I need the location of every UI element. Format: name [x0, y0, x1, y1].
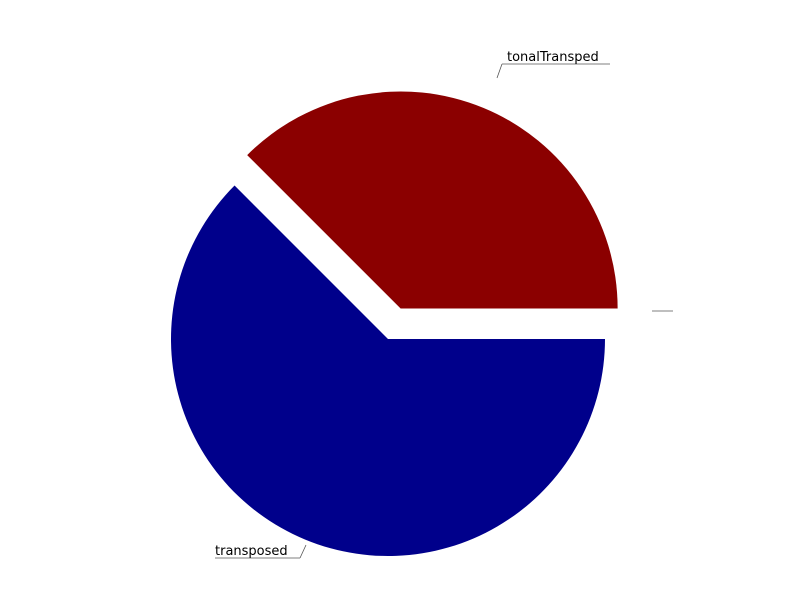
label-leader-transposed [299, 544, 307, 559]
pie-slice-transposed [170, 185, 605, 556]
slice-label-transposed: transposed [215, 544, 288, 559]
pie-slices [170, 91, 618, 556]
label-leader-tonaltransped [496, 63, 503, 79]
slice-label-tonaltransped: tonalTransped [507, 50, 599, 65]
pie-slice-tonaltransped [247, 91, 618, 309]
pie-labels: tonalTransped transposed [215, 50, 610, 559]
